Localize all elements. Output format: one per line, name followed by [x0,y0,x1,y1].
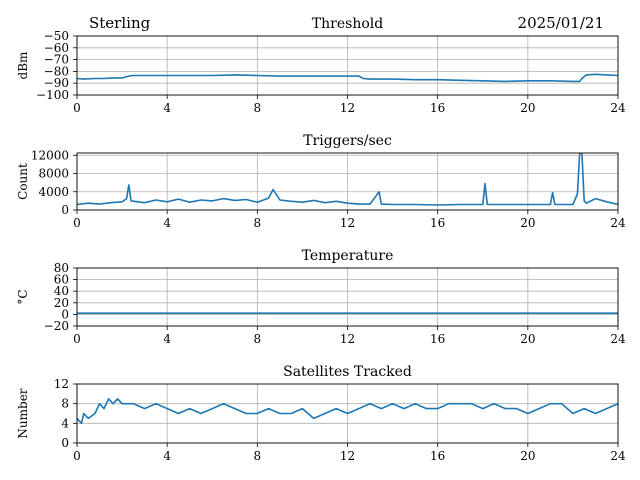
x-tick-label: 8 [254,101,262,115]
x-tick-label: 16 [430,332,445,346]
chart-panel-4: 0 4 8 12 16 20 24 0 4 8 12 Satellites Tracked Number [16,364,626,463]
x-tick-label: 12 [340,216,355,230]
y-tick-label: 40 [54,284,69,298]
y-tick-label: −100 [36,88,69,102]
x-tick-label: 12 [340,332,355,346]
x-tick-label: 4 [163,101,171,115]
series-line [77,153,618,206]
x-tick-label: 4 [163,216,171,230]
y-axis-label: dBm [16,51,30,80]
y-tick-label: 0 [61,307,69,321]
chart-title: Triggers/sec [303,133,392,149]
x-tick-label: 20 [520,101,535,115]
chart-title: Temperature [302,248,394,264]
x-tick-label: 12 [340,101,355,115]
y-tick-label: −90 [44,76,69,90]
y-tick-label: 20 [54,296,69,310]
chart-panel-1: 0 4 8 12 16 20 24 −50−60−70−80−90−100 Threshold d… [16,16,626,115]
x-tick-label: 20 [520,332,535,346]
y-tick-label: 0 [61,436,69,450]
y-tick-label: 4 [61,416,69,430]
x-tick-label: 24 [610,101,626,115]
chart-title: Threshold [312,16,383,32]
x-tick-label: 24 [610,216,626,230]
y-tick-label: 4000 [38,185,69,199]
chart-panel-2: 0 4 8 12 16 20 24 0 4000 8000 12000 Triggers/sec Cou… [16,133,626,230]
x-tick-label: 8 [254,216,262,230]
x-tick-label: 12 [340,449,355,463]
y-tick-label: 12 [54,377,69,391]
y-tick-label: −60 [44,41,69,55]
x-tick-label: 4 [163,332,171,346]
x-tick-label: 0 [73,449,81,463]
y-tick-label: 80 [54,261,69,275]
y-tick-label: 0 [61,203,69,217]
x-tick-label: 4 [163,449,171,463]
y-axis-label: Count [16,163,30,200]
chart-title: Satellites Tracked [283,364,412,380]
y-tick-label: −70 [44,53,69,67]
x-tick-label: 24 [610,449,626,463]
y-tick-label: −80 [44,64,69,78]
x-tick-label: 8 [254,332,262,346]
y-tick-label: −50 [44,29,69,43]
x-tick-label: 16 [430,449,445,463]
station-name: Sterling [89,14,151,32]
x-tick-label: 8 [254,449,262,463]
x-tick-label: 16 [430,216,445,230]
report-date: 2025/01/21 [518,14,604,32]
chart-panels: 0 4 8 12 16 20 24 −50−60−70−80−90−100 Threshold d… [16,16,626,463]
x-tick-label: 0 [73,101,81,115]
y-tick-label: 12000 [31,148,69,162]
y-tick-label: 60 [54,273,69,287]
y-tick-label: −20 [44,319,69,333]
x-tick-label: 16 [430,101,445,115]
x-tick-label: 0 [73,216,81,230]
series-line [77,73,618,83]
x-tick-label: 20 [520,449,535,463]
x-tick-label: 24 [610,332,626,346]
y-axis-label: °C [16,289,30,304]
y-tick-label: 8 [61,397,69,411]
x-tick-label: 0 [73,332,81,346]
series-line [77,397,618,425]
x-tick-label: 20 [520,216,535,230]
y-tick-label: 8000 [38,167,69,181]
y-axis-label: Number [16,388,30,438]
